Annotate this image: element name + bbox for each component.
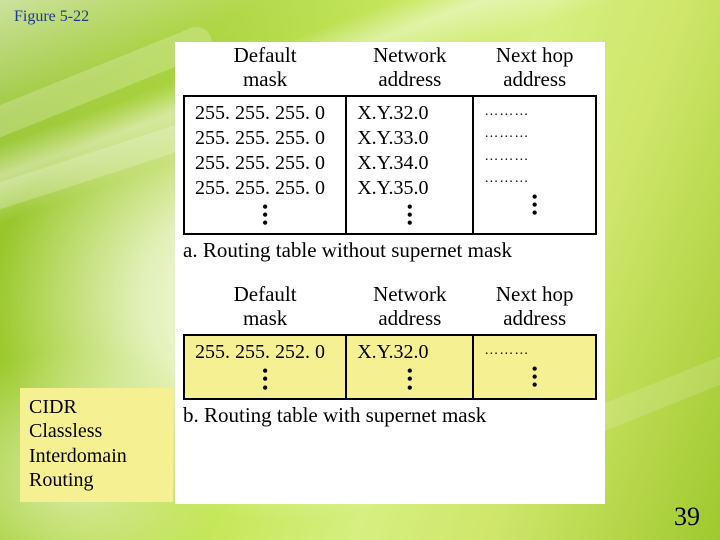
cell-value: X.Y.33.0	[357, 126, 462, 151]
table-header-row: DefaultmaskNetworkaddressNext hopaddress	[184, 44, 596, 96]
vertical-dots-icon: •••	[195, 367, 335, 391]
figure-label: Figure 5-22	[14, 8, 89, 26]
col-header: Next hopaddress	[473, 44, 596, 96]
cidr-line: Classless	[29, 419, 162, 443]
hop-dots: ………	[484, 146, 585, 168]
table-caption: a. Routing table without supernet mask	[183, 235, 597, 263]
hop-dots: ………	[484, 123, 585, 145]
cidr-definition-box: CIDRClasslessInterdomainRouting	[20, 388, 173, 502]
cell-value: 255. 255. 255. 0	[195, 126, 335, 151]
col-header: Defaultmask	[184, 283, 346, 335]
routing-table-a: DefaultmaskNetworkaddressNext hopaddress…	[183, 44, 597, 235]
vertical-dots-icon: •••	[357, 367, 462, 391]
table-caption: b. Routing table with supernet mask	[183, 400, 597, 428]
col-header: Next hopaddress	[473, 283, 596, 335]
cell-hop: ………•••	[473, 335, 596, 398]
cell-value: 255. 255. 255. 0	[195, 101, 335, 126]
vertical-dots-icon: •••	[484, 193, 585, 217]
vertical-dots-icon: •••	[195, 203, 335, 227]
cell-mask: 255. 255. 255. 0255. 255. 255. 0255. 255…	[184, 96, 346, 234]
col-header: Networkaddress	[346, 283, 473, 335]
cell-value: X.Y.34.0	[357, 151, 462, 176]
cell-mask: 255. 255. 252. 0•••	[184, 335, 346, 398]
vertical-dots-icon: •••	[357, 203, 462, 227]
table-body-row: 255. 255. 255. 0255. 255. 255. 0255. 255…	[184, 96, 596, 234]
spacer	[183, 263, 597, 283]
cidr-line: Interdomain	[29, 444, 162, 468]
vertical-dots-icon: •••	[484, 365, 585, 389]
col-header: Defaultmask	[184, 44, 346, 96]
cell-value: X.Y.32.0	[357, 101, 462, 126]
cell-net: X.Y.32.0•••	[346, 335, 473, 398]
table-header-row: DefaultmaskNetworkaddressNext hopaddress	[184, 283, 596, 335]
table-body-row: 255. 255. 252. 0•••X.Y.32.0•••………•••	[184, 335, 596, 398]
tables-panel: DefaultmaskNetworkaddressNext hopaddress…	[175, 42, 605, 504]
cidr-line: CIDR	[29, 395, 162, 419]
col-header: Networkaddress	[346, 44, 473, 96]
routing-table-b: DefaultmaskNetworkaddressNext hopaddress…	[183, 283, 597, 399]
cell-value: 255. 255. 255. 0	[195, 151, 335, 176]
cell-net: X.Y.32.0X.Y.33.0X.Y.34.0X.Y.35.0•••	[346, 96, 473, 234]
cidr-line: Routing	[29, 468, 162, 492]
cell-hop: ………………………………•••	[473, 96, 596, 234]
page-number: 39	[674, 502, 700, 532]
hop-dots: ………	[484, 101, 585, 123]
